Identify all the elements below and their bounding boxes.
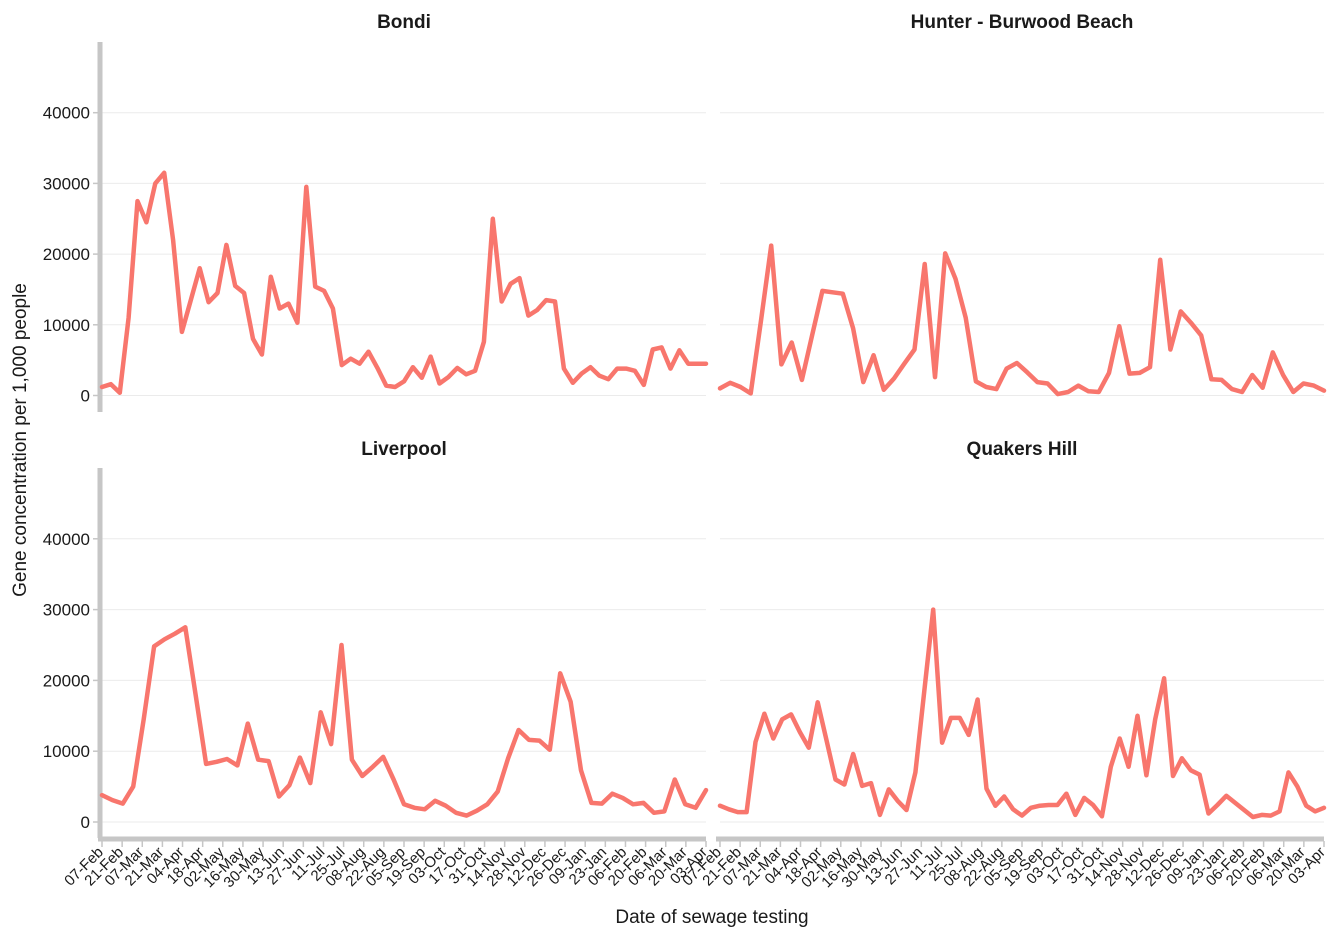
x-axis-title: Date of sewage testing [615, 907, 808, 928]
y-axis-title: Gene concentration per 1,000 people [10, 283, 31, 597]
y-tick-label: 40000 [43, 104, 90, 123]
y-tick-label: 20000 [43, 671, 90, 690]
y-tick-label: 10000 [43, 742, 90, 761]
panel-title: Quakers Hill [967, 439, 1078, 460]
series-line [99, 625, 709, 818]
panels-layer: Bondi 0 10000 20000 30000 40000 Hunter - Burwo… [43, 12, 1329, 891]
panel-2: Hunter - Burwood Beach [717, 12, 1327, 397]
y-tick-label: 10000 [43, 316, 90, 335]
y-tick-label: 30000 [43, 601, 90, 620]
panel-3: Liverpool01000020000300004000007-Feb21-F… [43, 439, 711, 891]
y-tick-label: 0 [81, 813, 90, 832]
panel-title: Bondi [377, 12, 431, 33]
y-tick-label: 20000 [43, 245, 90, 264]
series-line [99, 170, 709, 395]
panel-title: Liverpool [361, 439, 447, 460]
panel-title: Hunter - Burwood Beach [911, 12, 1134, 33]
y-tick-label: 40000 [43, 530, 90, 549]
series-line [717, 607, 1327, 820]
series-line [717, 243, 1327, 397]
y-tick-label: 30000 [43, 174, 90, 193]
panel-1: Bondi 0 10000 20000 30000 40000 [43, 12, 709, 412]
y-tick-label: 0 [81, 387, 90, 406]
panel-4: Quakers Hill07-Feb21-Feb07-Mar21-Mar04-A… [679, 439, 1329, 891]
